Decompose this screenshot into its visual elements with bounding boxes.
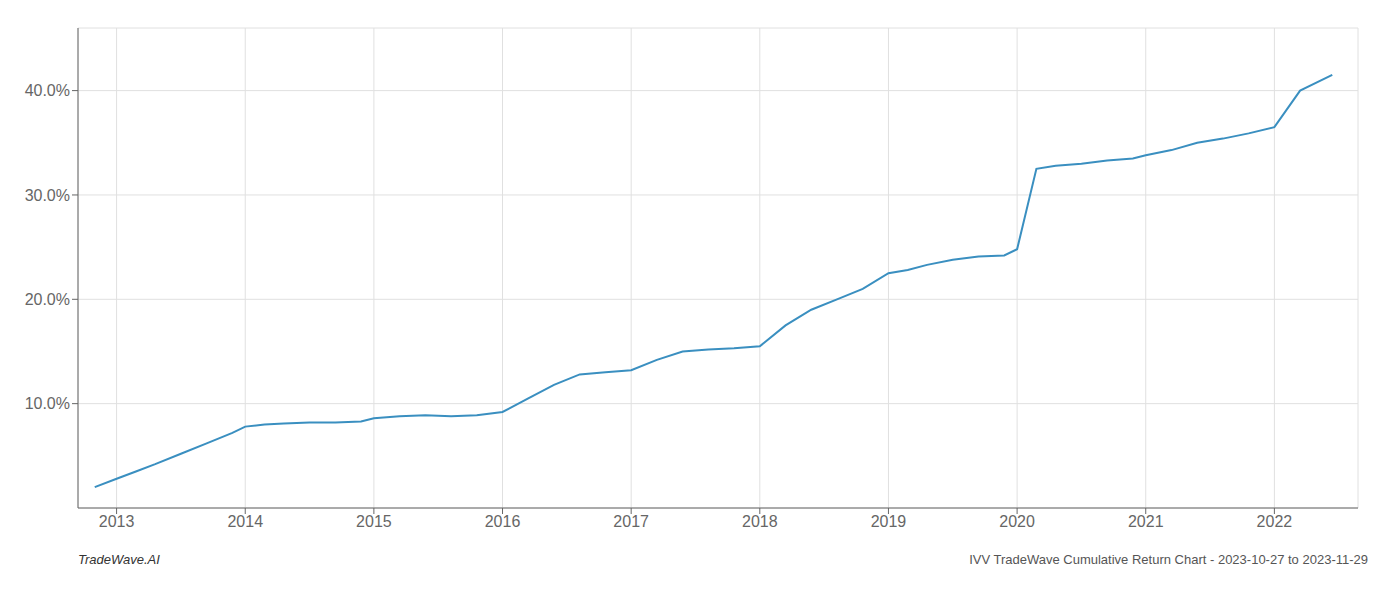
svg-text:2018: 2018 bbox=[742, 513, 778, 530]
svg-text:30.0%: 30.0% bbox=[25, 187, 70, 204]
svg-text:2014: 2014 bbox=[227, 513, 263, 530]
svg-text:2017: 2017 bbox=[613, 513, 649, 530]
svg-text:2022: 2022 bbox=[1257, 513, 1293, 530]
svg-text:2021: 2021 bbox=[1128, 513, 1164, 530]
svg-text:2016: 2016 bbox=[485, 513, 521, 530]
svg-text:2013: 2013 bbox=[99, 513, 135, 530]
svg-text:2020: 2020 bbox=[999, 513, 1035, 530]
html-text:IVV TradeWave Cumulative Retur: IVV TradeWave Cumulative Return Chart - … bbox=[969, 552, 1368, 567]
html-text:TradeWave.AI: TradeWave.AI bbox=[78, 552, 160, 567]
svg-text:20.0%: 20.0% bbox=[25, 291, 70, 308]
svg-text:2015: 2015 bbox=[356, 513, 392, 530]
svg-text:40.0%: 40.0% bbox=[25, 82, 70, 99]
svg-text:10.0%: 10.0% bbox=[25, 395, 70, 412]
svg-text:2019: 2019 bbox=[871, 513, 907, 530]
